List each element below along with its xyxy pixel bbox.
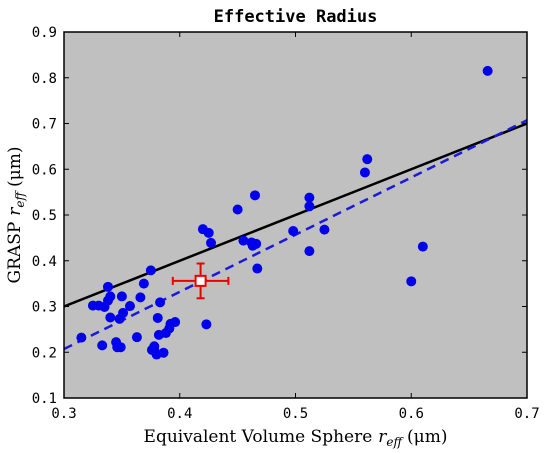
data-point	[251, 238, 262, 249]
data-point	[76, 332, 87, 343]
data-point	[319, 224, 330, 235]
y-tick-label: 0.3	[32, 300, 57, 316]
data-point	[116, 291, 127, 302]
data-point	[118, 307, 129, 318]
y-tick-label: 0.4	[32, 254, 57, 270]
mean-marker	[171, 262, 230, 300]
data-point	[359, 167, 370, 178]
data-point	[152, 312, 163, 323]
data-point	[206, 237, 217, 248]
y-tick-label: 0.2	[32, 345, 57, 361]
data-point	[97, 340, 108, 351]
data-point	[131, 332, 142, 343]
one-to-one-line	[64, 122, 527, 308]
y-tick-label: 0.7	[32, 117, 57, 133]
data-point	[155, 297, 166, 308]
data-point	[158, 347, 169, 358]
data-point	[102, 281, 113, 292]
data-point	[362, 154, 373, 165]
x-axis-label-unit: (μm)	[407, 427, 447, 447]
data-point	[304, 192, 315, 203]
data-point	[288, 226, 299, 237]
data-point	[105, 312, 116, 323]
data-point	[170, 317, 181, 328]
data-point	[105, 291, 116, 302]
x-axis-label-text: Equivalent Volume Sphere	[144, 427, 373, 447]
data-point	[203, 227, 214, 238]
plot-frame	[63, 31, 528, 399]
tick-labels: 0.3 0.4 0.5 0.6 0.7 0.1 0.2 0.3 0.4 0.5 0.6 0.7 0.8 0…	[32, 25, 540, 422]
y-axis-label: GRASP reff (μm)	[5, 147, 27, 284]
x-tick-label: 0.7	[514, 406, 539, 422]
data-point	[304, 201, 315, 212]
data-point	[252, 263, 263, 274]
y-tick-label: 0.6	[32, 162, 57, 178]
data-points	[76, 65, 493, 360]
x-tick-label: 0.6	[399, 406, 424, 422]
x-tick-label: 0.4	[167, 406, 192, 422]
y-axis-label-text: GRASP	[5, 222, 25, 284]
data-point	[406, 276, 417, 287]
x-axis-label: Equivalent Volume Sphere reff (μm)	[144, 427, 448, 449]
y-tick-label: 0.5	[32, 208, 57, 224]
x-tick-label: 0.5	[283, 406, 308, 422]
mean-square-marker	[194, 274, 207, 287]
y-tick-label: 0.8	[32, 71, 57, 87]
x-axis-label-symbol: r	[378, 427, 387, 447]
y-axis-label-symbol: r	[5, 207, 25, 216]
x-tick-label: 0.3	[51, 406, 76, 422]
data-point	[304, 246, 315, 257]
data-point	[417, 241, 428, 252]
data-point	[238, 235, 249, 246]
x-axis-label-subscript: eff	[386, 435, 404, 449]
y-axis-label-subscript: eff	[13, 189, 27, 207]
data-point	[232, 204, 243, 215]
data-point	[138, 278, 149, 289]
data-point	[135, 292, 146, 303]
data-point	[482, 65, 493, 76]
chart-title: Effective Radius	[214, 7, 378, 27]
data-point	[249, 190, 260, 201]
data-point	[145, 265, 156, 276]
y-axis-label-unit: (μm)	[5, 147, 25, 187]
data-point	[115, 342, 126, 353]
y-tick-label: 0.9	[32, 25, 57, 41]
data-point	[124, 301, 135, 312]
y-tick-label: 0.1	[32, 391, 57, 407]
data-point	[201, 319, 212, 330]
